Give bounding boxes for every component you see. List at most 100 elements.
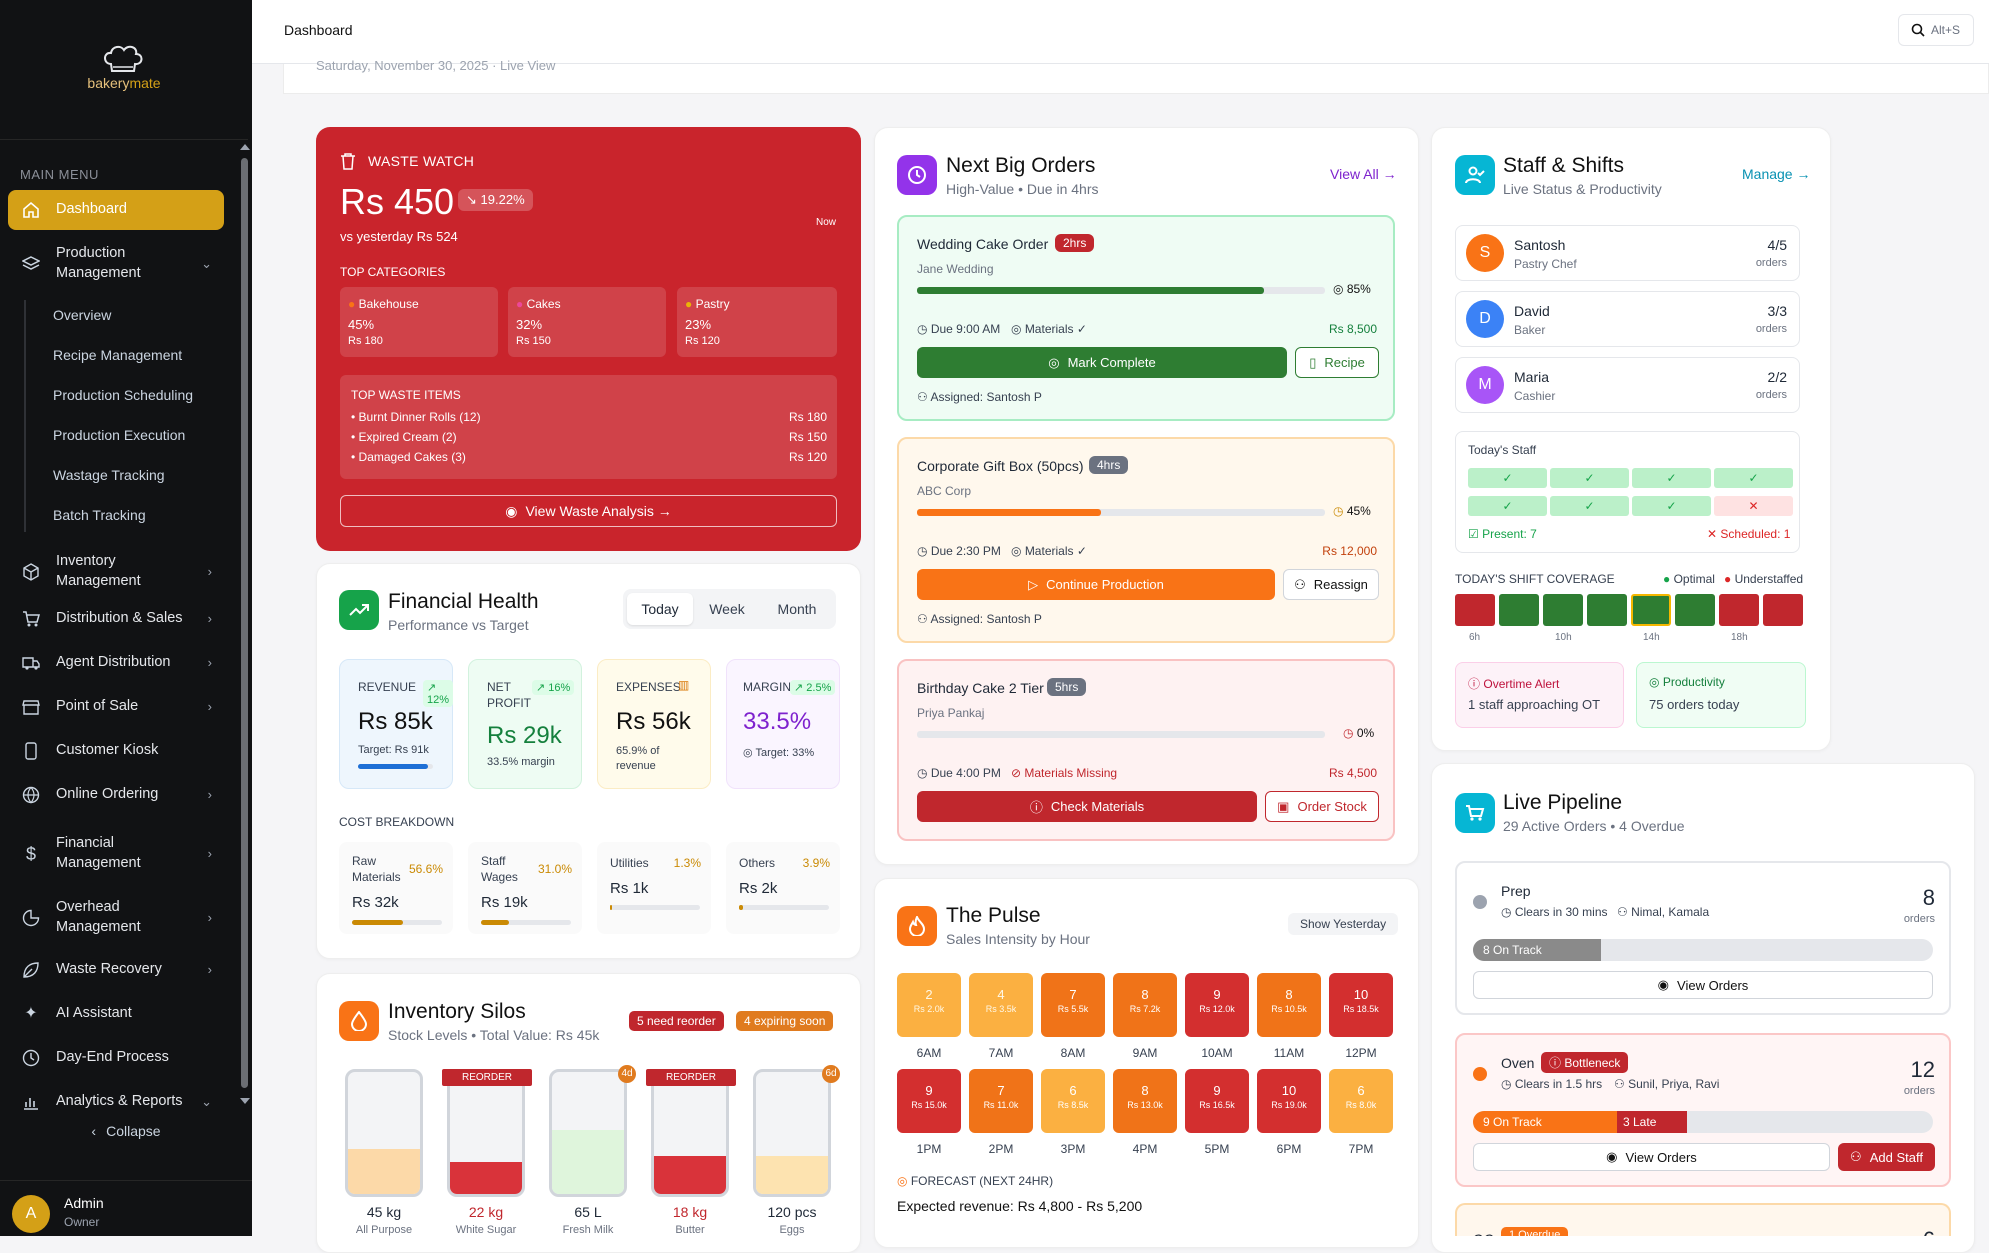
silo-jar[interactable] [651, 1069, 729, 1197]
kpi-note: 33.5% margin [487, 756, 555, 768]
category-card[interactable]: ● Bakehouse 45% Rs 180 [340, 287, 498, 357]
coverage-cell[interactable] [1543, 594, 1583, 626]
order-card[interactable]: Corporate Gift Box (50pcs) 4hrs ABC Corp… [897, 437, 1395, 643]
pulse-cell[interactable]: 9 Rs 15.0k [897, 1069, 961, 1133]
coverage-cell[interactable] [1455, 594, 1495, 626]
silo-jar[interactable] [447, 1069, 525, 1197]
nav-production-management[interactable]: Production Management ⌄ [8, 242, 224, 286]
chevron-right-icon: › [207, 910, 212, 926]
scroll-thumb[interactable] [241, 158, 248, 1088]
sidebar-scrollbar[interactable] [238, 140, 252, 1110]
kpi-revenue[interactable]: REVENUE ↗ 12% Rs 85k Target: Rs 91k [339, 659, 454, 789]
nav-agent-distribution[interactable]: Agent Distribution › [8, 652, 224, 674]
search-button[interactable]: Alt+S [1898, 14, 1974, 46]
order-card[interactable]: Birthday Cake 2 Tier 5hrs Priya Pankaj ◷… [897, 659, 1395, 841]
add-staff-button[interactable]: ⚇ Add Staff [1838, 1143, 1935, 1171]
cost-others[interactable]: Others 3.9% Rs 2k [726, 842, 840, 934]
tab-month[interactable]: Month [777, 601, 817, 617]
nav-financial-management[interactable]: $ Financial Management › [8, 832, 224, 876]
brand-logo[interactable]: bakerymate [0, 0, 248, 140]
waste-item-name: • Expired Cream (2) [351, 430, 457, 444]
sub-wastage-tracking[interactable]: Wastage Tracking [53, 467, 165, 483]
scroll-up-icon[interactable] [240, 144, 250, 150]
coverage-cell-current[interactable] [1631, 594, 1671, 626]
kpi-margin[interactable]: MARGIN ↗ 2.5% 33.5% ◎ Target: 33% [726, 659, 840, 789]
pulse-cell[interactable]: 10 Rs 19.0k [1257, 1069, 1321, 1133]
pulse-cell[interactable]: 4 Rs 3.5k [969, 973, 1033, 1037]
view-orders-button[interactable]: ◉ View Orders [1473, 971, 1933, 999]
nav-customer-kiosk[interactable]: Customer Kiosk [8, 740, 224, 762]
category-card[interactable]: ● Cakes 32% Rs 150 [508, 287, 666, 357]
stage-count: 6 [1923, 1227, 1935, 1236]
tab-week[interactable]: Week [709, 601, 745, 617]
expiring-badge[interactable]: 4 expiring soon [736, 1011, 834, 1031]
coverage-cell[interactable] [1719, 594, 1759, 626]
nav-dashboard[interactable]: Dashboard [8, 190, 224, 230]
coverage-cell[interactable] [1675, 594, 1715, 626]
overtime-alert[interactable]: ⓘ Overtime Alert 1 staff approaching OT [1455, 662, 1624, 728]
coverage-cell[interactable] [1587, 594, 1627, 626]
view-orders-button[interactable]: ◉ View Orders [1473, 1143, 1830, 1171]
stage-prep[interactable]: Prep ◷ Clears in 30 mins ⚇ Nimal, Kamala… [1455, 861, 1951, 1015]
stage-qc[interactable]: QC 1 Overdue 6 [1455, 1203, 1951, 1236]
pulse-cell[interactable]: 8 Rs 7.2k [1113, 973, 1177, 1037]
nav-distribution-sales[interactable]: Distribution & Sales › [8, 608, 224, 630]
coverage-cell[interactable] [1763, 594, 1803, 626]
pulse-cell[interactable]: 9 Rs 12.0k [1185, 973, 1249, 1037]
category-card[interactable]: ● Pastry 23% Rs 120 [677, 287, 837, 357]
sub-production-execution[interactable]: Production Execution [53, 427, 186, 443]
nav-inventory-management[interactable]: Inventory Management › [8, 550, 224, 594]
silo-jar[interactable] [345, 1069, 423, 1197]
cost-raw-materials[interactable]: Raw Materials 56.6% Rs 32k [339, 842, 453, 934]
pulse-cell[interactable]: 9 Rs 16.5k [1185, 1069, 1249, 1133]
collapse-button[interactable]: ‹ Collapse [0, 1123, 252, 1139]
user-profile[interactable]: A Admin Owner [0, 1180, 252, 1236]
pulse-cell[interactable]: 8 Rs 13.0k [1113, 1069, 1177, 1133]
staff-name: Santosh [1514, 237, 1566, 253]
nav-point-of-sale[interactable]: Point of Sale › [8, 696, 224, 718]
pulse-cell[interactable]: 6 Rs 8.0k [1329, 1069, 1393, 1133]
kpi-expenses[interactable]: EXPENSES ▥ Rs 56k 65.9% of revenue [597, 659, 711, 789]
silo-jar[interactable] [549, 1069, 627, 1197]
pulse-cell[interactable]: 8 Rs 10.5k [1257, 973, 1321, 1037]
nav-analytics-reports[interactable]: Analytics & Reports ⌄ [8, 1091, 224, 1110]
cost-utilities[interactable]: Utilities 1.3% Rs 1k [597, 842, 711, 934]
productivity-box[interactable]: ◎ Productivity 75 orders today [1636, 662, 1806, 728]
staff-row[interactable]: S Santosh Pastry Chef 4/5 orders [1455, 225, 1800, 281]
pulse-cell[interactable]: 10 Rs 18.5k [1329, 973, 1393, 1037]
staff-row[interactable]: D David Baker 3/3 orders [1455, 291, 1800, 347]
staff-row[interactable]: M Maria Cashier 2/2 orders [1455, 357, 1800, 413]
silo-jar[interactable] [753, 1069, 831, 1197]
show-yesterday-button[interactable]: Show Yesterday [1288, 913, 1399, 935]
nav-overhead-management[interactable]: Overhead Management › [8, 896, 224, 940]
order-stock-button[interactable]: ▣ Order Stock [1265, 791, 1379, 822]
tab-today[interactable]: Today [627, 593, 693, 625]
nav-day-end-process[interactable]: Day-End Process [8, 1047, 224, 1069]
reassign-button[interactable]: ⚇ Reassign [1283, 569, 1379, 600]
pulse-cell[interactable]: 2 Rs 2.0k [897, 973, 961, 1037]
pulse-cell[interactable]: 7 Rs 11.0k [969, 1069, 1033, 1133]
reorder-badge[interactable]: 5 need reorder [629, 1011, 724, 1031]
cost-staff-wages[interactable]: Staff Wages 31.0% Rs 19k [468, 842, 582, 934]
sub-overview[interactable]: Overview [53, 307, 112, 323]
pulse-cell[interactable]: 7 Rs 5.5k [1041, 973, 1105, 1037]
pulse-cell[interactable]: 6 Rs 8.5k [1041, 1069, 1105, 1133]
sub-recipe-management[interactable]: Recipe Management [53, 347, 183, 363]
continue-production-button[interactable]: ▷ Continue Production [917, 569, 1275, 600]
order-card[interactable]: Wedding Cake Order 2hrs Jane Wedding ◎ 8… [897, 215, 1395, 421]
kpi-net-profit[interactable]: NET PROFIT ↗ 16% Rs 29k 33.5% margin [468, 659, 582, 789]
check-materials-button[interactable]: ⓘ Check Materials [917, 791, 1257, 822]
view-all-link[interactable]: View All → [1330, 166, 1397, 182]
mark-complete-button[interactable]: ◎ Mark Complete [917, 347, 1287, 378]
scroll-down-icon[interactable] [240, 1098, 250, 1104]
view-waste-analysis-button[interactable]: ◉ View Waste Analysis → [340, 495, 837, 527]
sub-batch-tracking[interactable]: Batch Tracking [53, 507, 146, 523]
nav-ai-assistant[interactable]: ✦ AI Assistant [8, 1003, 224, 1025]
recipe-button[interactable]: ▯ Recipe [1295, 347, 1379, 378]
coverage-cell[interactable] [1499, 594, 1539, 626]
sub-production-scheduling[interactable]: Production Scheduling [53, 387, 194, 403]
nav-online-ordering[interactable]: Online Ordering › [8, 784, 224, 806]
nav-waste-recovery[interactable]: Waste Recovery › [8, 959, 224, 981]
stage-oven[interactable]: Oven ⓘ Bottleneck ◷ Clears in 1.5 hrs ⚇ … [1455, 1033, 1951, 1187]
manage-link[interactable]: Manage → [1742, 166, 1811, 182]
